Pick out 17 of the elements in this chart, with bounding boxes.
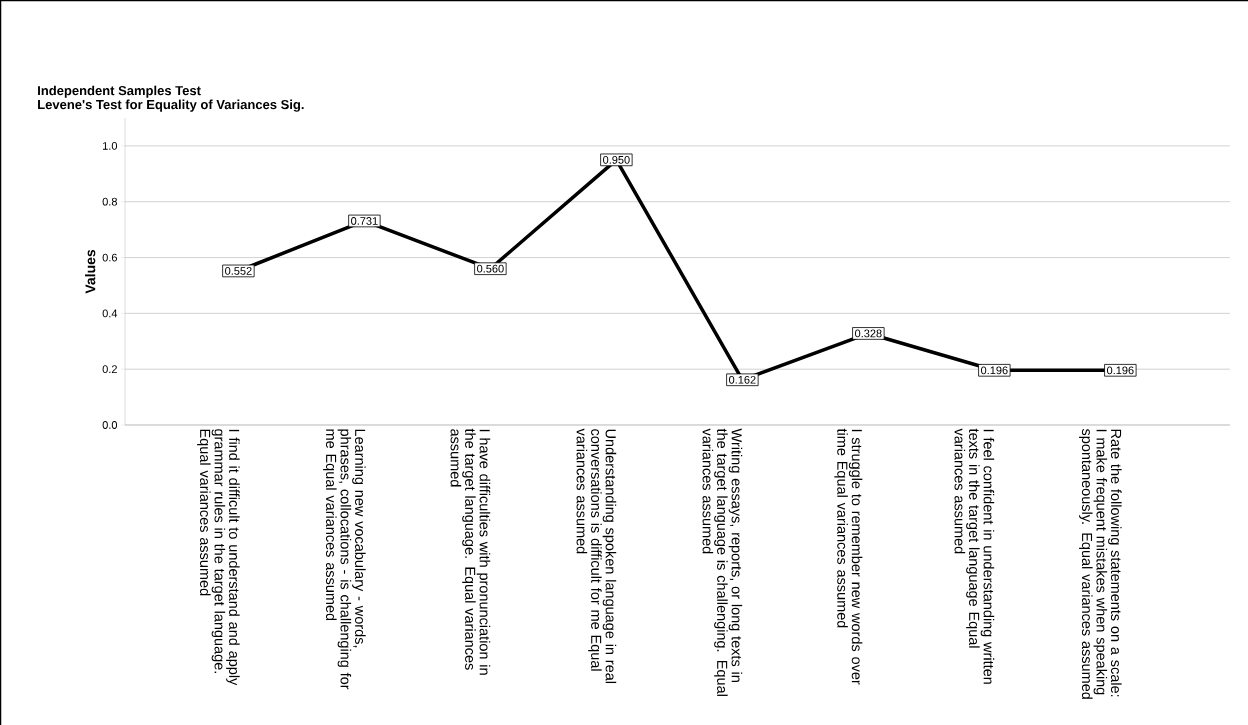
x-tick-label: Rate the following statements on a scale: I make frequent mistakes when speaking spontaneously. Equal variances assumed (1079, 428, 1122, 699)
y-tick-label: 0.8 (102, 197, 117, 206)
y-tick-label: 0.4 (102, 309, 118, 318)
x-tick-label: Writing essays, reports, or long texts in the target language is challenging. Equal variances assumed (702, 428, 743, 696)
y-tick-label: 0.6 (102, 253, 117, 262)
y-tick-label: 0.0 (102, 421, 118, 429)
x-tick-label: I have difficulties with pronunciation in the target language. Equal variances assumed (450, 428, 491, 675)
y-tick-label: 1.0 (103, 142, 118, 150)
x-tick-label: I find it difficult to understand and apply grammar rules in the target language. Equal variances assumed (197, 429, 240, 686)
x-tick-label: Understanding spoken language in real conversations is difficult for me Equal variances assumed (576, 428, 617, 684)
y-tick-label: 0.2 (102, 365, 117, 374)
chart-subtitle: Levene's Test for Equality of Variances Sig. (38, 99, 304, 112)
y-axis-title: Values (85, 249, 96, 294)
x-tick-label: Learning new vocabulary - words, phrases, collocations - is challenging for me Equal variances assumed (323, 429, 366, 690)
x-tick-label: I feel confident in understanding written texts in the target language Equal variances assumed (954, 428, 995, 684)
x-tick-label: I struggle to remember new words over time Equal variances assumed (834, 428, 863, 685)
chart-title: Independent Samples Test (38, 85, 201, 98)
